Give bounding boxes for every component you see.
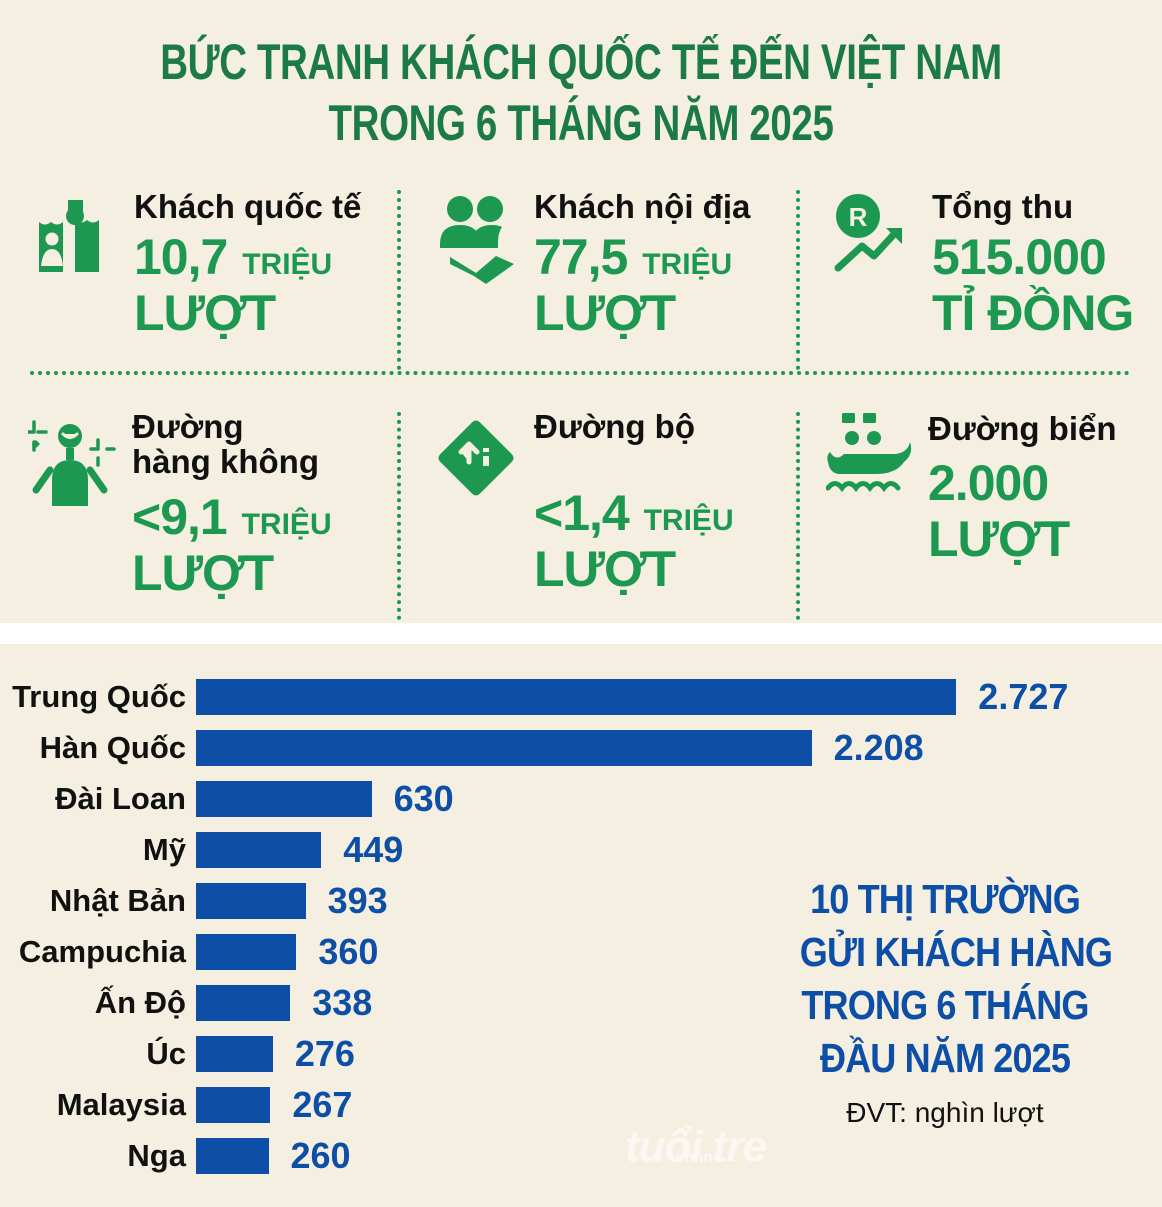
svg-text:R: R — [849, 202, 868, 232]
